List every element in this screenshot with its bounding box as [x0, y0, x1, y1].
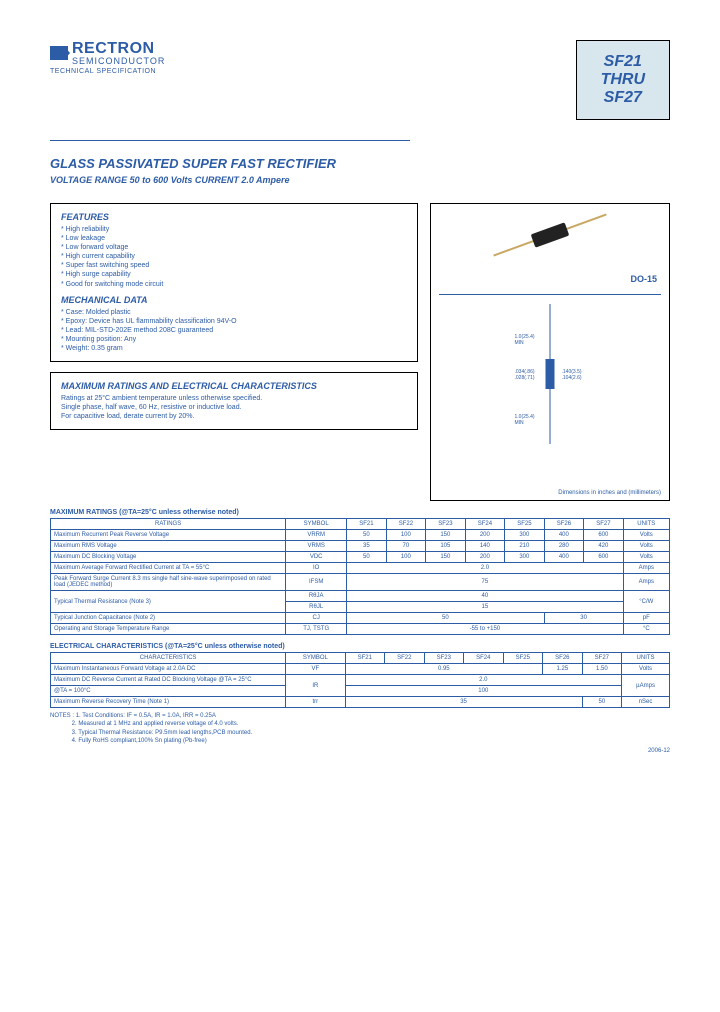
features-heading: FEATURES: [61, 212, 407, 222]
th: SF27: [584, 519, 624, 530]
feature-item: * High reliability: [61, 225, 407, 234]
mech-item: * Case: Molded plastic: [61, 308, 407, 317]
part-number-box: SF21 THRU SF27: [576, 40, 670, 120]
max-ratings-table: RATINGS SYMBOL SF21 SF22 SF23 SF24 SF25 …: [50, 518, 670, 635]
feature-item: * High current capability: [61, 252, 407, 261]
th: RATINGS: [51, 519, 286, 530]
package-label: DO-15: [630, 274, 657, 284]
th: SF23: [426, 519, 466, 530]
feature-item: * Low forward voltage: [61, 243, 407, 252]
ratings-text: Single phase, half wave, 60 Hz, resistiv…: [61, 403, 407, 412]
mech-item: * Mounting position: Any: [61, 335, 407, 344]
date-label: 2006-12: [50, 748, 670, 754]
note-item: 1. Test Conditions: IF = 0.5A, IR = 1.0A…: [76, 713, 216, 719]
company-sub: SEMICONDUCTOR: [72, 56, 165, 66]
table1-title: MAXIMUM RATINGS (@TA=25°C unless otherwi…: [50, 509, 670, 516]
ratings-text: For capacitive load, derate current by 2…: [61, 412, 407, 421]
mechanical-drawing: 1.0(25.4)MIN .034(.86).028(.71) .140(3.5…: [550, 304, 551, 444]
th: SF24: [465, 519, 505, 530]
th: SF26: [544, 519, 584, 530]
notes-section: NOTES : 1. Test Conditions: IF = 0.5A, I…: [50, 712, 670, 746]
mech-item: * Lead: MIL-STD-202E method 208C guarant…: [61, 326, 407, 335]
th: UNITS: [623, 519, 669, 530]
mechanical-heading: MECHANICAL DATA: [61, 295, 407, 305]
feature-item: * Good for switching mode circuit: [61, 280, 407, 289]
th: SF21: [347, 519, 387, 530]
page-subtitle: VOLTAGE RANGE 50 to 600 Volts CURRENT 2.…: [50, 175, 670, 185]
package-diagram: DO-15 1.0(25.4)MIN .034(.86).028(.71) .1…: [430, 203, 670, 501]
feature-item: * Super fast switching speed: [61, 261, 407, 270]
part-mid: THRU: [601, 71, 645, 89]
feature-item: * High surge capability: [61, 270, 407, 279]
electrical-table: CHARACTERISTICS SYMBOL SF21 SF22 SF23 SF…: [50, 652, 670, 708]
part-top: SF21: [601, 53, 645, 71]
divider-line: [50, 140, 410, 141]
page-title: GLASS PASSIVATED SUPER FAST RECTIFIER: [50, 156, 670, 171]
th: SF22: [386, 519, 426, 530]
diode-illustration: [493, 214, 606, 257]
th: SF25: [505, 519, 545, 530]
ratings-text: Ratings at 25°C ambient temperature unle…: [61, 394, 407, 403]
feature-item: * Low leakage: [61, 234, 407, 243]
ratings-heading: MAXIMUM RATINGS AND ELECTRICAL CHARACTER…: [61, 381, 407, 391]
note-item: 4. Fully RoHS compliant,100% Sn plating …: [72, 738, 207, 744]
ratings-desc-box: MAXIMUM RATINGS AND ELECTRICAL CHARACTER…: [50, 372, 418, 430]
logo-icon: [50, 46, 68, 60]
note-item: 3. Typical Thermal Resistance: P9.5mm le…: [72, 730, 253, 736]
tech-spec-label: TECHNICAL SPECIFICATION: [50, 68, 165, 75]
th: SYMBOL: [286, 519, 347, 530]
notes-label: NOTES :: [50, 713, 74, 719]
logo-area: RECTRON SEMICONDUCTOR TECHNICAL SPECIFIC…: [50, 40, 165, 75]
features-list: * High reliability * Low leakage * Low f…: [61, 225, 407, 289]
features-box: FEATURES * High reliability * Low leakag…: [50, 203, 418, 362]
mech-item: * Epoxy: Device has UL flammability clas…: [61, 317, 407, 326]
part-bot: SF27: [601, 89, 645, 107]
note-item: 2. Measured at 1 MHz and applied reverse…: [72, 721, 239, 727]
mechanical-list: * Case: Molded plastic * Epoxy: Device h…: [61, 308, 407, 353]
header: RECTRON SEMICONDUCTOR TECHNICAL SPECIFIC…: [50, 40, 670, 120]
dimensions-footer: Dimensions in inches and (millimeters): [558, 490, 661, 496]
mech-item: * Weight: 0.35 gram: [61, 344, 407, 353]
table2-title: ELECTRICAL CHARACTERISTICS (@TA=25°C unl…: [50, 643, 670, 650]
